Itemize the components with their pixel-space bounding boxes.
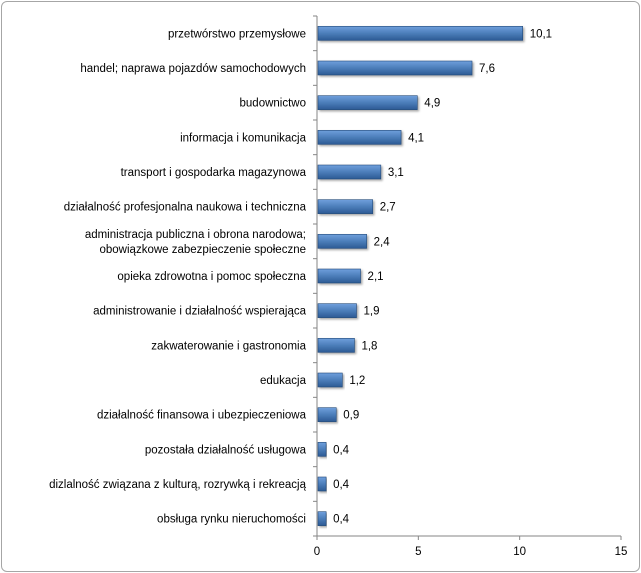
- value-label: 4,9: [424, 98, 440, 110]
- value-label: 2,1: [368, 271, 384, 283]
- category-label: dizlalność związana z kulturą, rozrywką …: [49, 479, 307, 491]
- value-label: 1,8: [361, 340, 377, 352]
- bar: [317, 338, 355, 353]
- x-tick-label: 0: [314, 546, 320, 558]
- value-label: 2,4: [374, 236, 391, 248]
- bar: [317, 95, 418, 110]
- x-tick-label: 15: [615, 546, 628, 558]
- bar: [317, 26, 523, 41]
- category-label: opieka zdrowotna i pomoc społeczna: [117, 271, 306, 283]
- value-label: 3,1: [388, 167, 404, 179]
- value-label: 0,4: [333, 514, 350, 526]
- value-label: 0,4: [333, 479, 350, 491]
- bar: [317, 234, 367, 249]
- category-label: działalność finansowa i ubezpieczeniowa: [97, 410, 307, 422]
- value-label: 10,1: [530, 28, 552, 40]
- category-label: zakwaterowanie i gastronomia: [151, 340, 306, 352]
- bar: [317, 164, 382, 180]
- category-label: handel; naprawa pojazdów samochodowych: [80, 63, 306, 75]
- plot-area: 0 5 10 15 10,1 przetwórstwo przemysłowe 7,6 han…: [49, 15, 628, 558]
- bar: [317, 60, 473, 76]
- category-label: budownictwo: [240, 98, 306, 110]
- category-label: edukacja: [260, 375, 307, 387]
- bar: [317, 511, 327, 526]
- bar: [317, 268, 361, 284]
- bar: [317, 303, 357, 318]
- category-label: informacja i komunikacja: [180, 132, 307, 144]
- category-label: pozostała działalność usługowa: [145, 444, 307, 456]
- category-label: obsługa rynku nieruchomości: [157, 514, 306, 526]
- value-label: 7,6: [479, 63, 495, 75]
- value-label: 2,7: [380, 202, 396, 214]
- category-label: obowiązkowe zabezpieczenie społeczne: [100, 244, 307, 256]
- x-tick-label: 10: [513, 546, 526, 558]
- value-label: 4,1: [408, 132, 424, 144]
- bar: [317, 407, 337, 422]
- category-label: administrowanie i działalność wspierając…: [93, 306, 306, 318]
- bar: [317, 130, 402, 145]
- bar: [317, 476, 327, 492]
- category-label: działalność profesjonalna naukowa i tech…: [64, 202, 307, 214]
- bar: [317, 442, 327, 457]
- value-label: 1,2: [349, 375, 365, 387]
- category-label: administracja publiczna i obrona narodow…: [85, 229, 306, 241]
- bar: [317, 199, 374, 214]
- category-label: transport i gospodarka magazynowa: [121, 167, 307, 179]
- value-label: 1,9: [364, 306, 380, 318]
- category-label: przetwórstwo przemysłowe: [168, 28, 306, 40]
- x-tick-label: 5: [415, 546, 421, 558]
- value-label: 0,9: [343, 410, 359, 422]
- value-label: 0,4: [333, 444, 350, 456]
- bar: [317, 372, 343, 388]
